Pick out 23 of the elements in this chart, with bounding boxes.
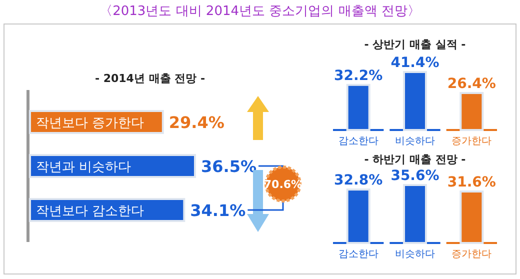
x-tick-label: 비슷하다 <box>395 136 435 147</box>
data-label: 32.8% <box>334 172 383 189</box>
data-label: 34.1% <box>190 201 246 220</box>
chart-subtitle: - 2014년 매출 전망 - <box>94 72 206 85</box>
data-label: 35.6% <box>390 168 440 184</box>
chart-title: - 상반기 매출 실적 - <box>364 38 466 51</box>
x-tick-label: 증가한다 <box>452 136 492 147</box>
data-label: 41.4% <box>390 55 440 71</box>
data-label: 31.6% <box>447 174 496 191</box>
y-tick-label: 작년보다 증가한다 <box>36 116 144 131</box>
y-tick-label: 작년과 비슷하다 <box>36 160 132 175</box>
chart-title: - 하반기 매출 전망 - <box>364 153 466 166</box>
data-label: 32.2% <box>334 68 383 84</box>
data-label: 29.4% <box>168 113 224 132</box>
x-tick-label: 감소한다 <box>338 249 378 260</box>
y-tick-label: 작년보다 감소한다 <box>36 204 144 219</box>
data-label: 26.4% <box>447 76 496 92</box>
x-tick-label: 감소한다 <box>338 136 378 147</box>
x-tick-label: 증가한다 <box>452 249 492 260</box>
x-tick-label: 비슷하다 <box>395 249 435 260</box>
text: 〈2013년도 대비 2014년도 중소기업의 매출액 전망〉 <box>100 4 420 19</box>
text: 70.6% <box>264 178 302 191</box>
data-label: 36.5% <box>201 157 257 176</box>
